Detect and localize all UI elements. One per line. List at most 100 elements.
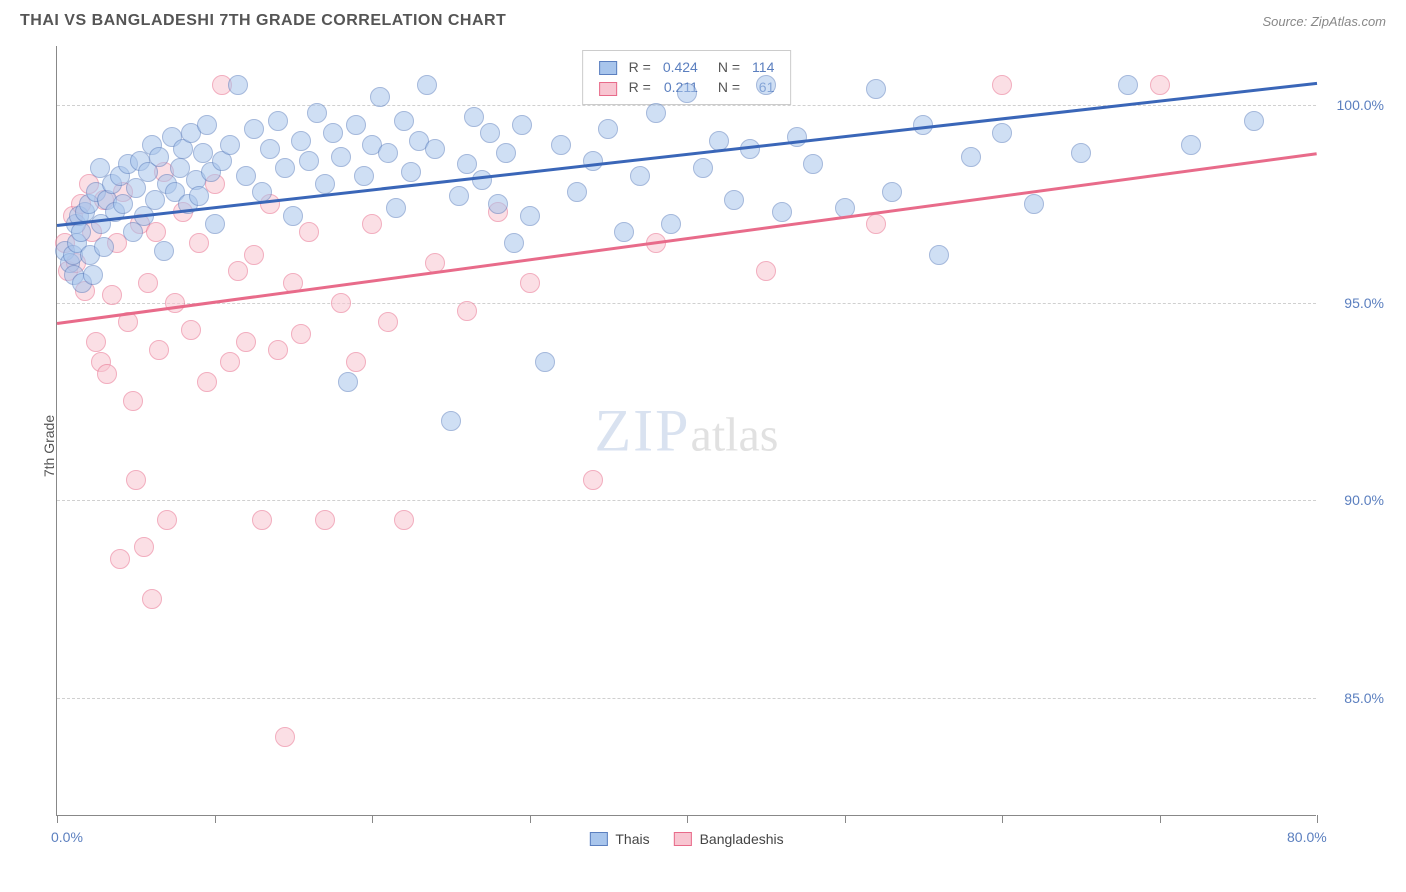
scatter-point [772,202,792,222]
scatter-point [441,411,461,431]
scatter-point [134,537,154,557]
scatter-point [236,166,256,186]
scatter-point [992,75,1012,95]
scatter-point [504,233,524,253]
legend-item-bangladeshis: Bangladeshis [674,831,784,847]
scatter-point [323,123,343,143]
scatter-point [803,154,823,174]
y-tick-label: 85.0% [1344,690,1384,706]
source-label: Source: ZipAtlas.com [1262,14,1386,29]
scatter-point [149,147,169,167]
plot-area: ZIPatlas R = 0.424 N = 114 R = 0.211 N =… [56,46,1316,816]
scatter-point [693,158,713,178]
scatter-point [291,131,311,151]
scatter-point [260,139,280,159]
watermark-atlas: atlas [691,408,779,461]
scatter-point [331,147,351,167]
swatch-bangladeshis-bottom [674,832,692,846]
scatter-point [142,589,162,609]
scatter-point [197,372,217,392]
x-tick-label: 80.0% [1287,829,1327,845]
scatter-point [244,245,264,265]
scatter-point [661,214,681,234]
scatter-point [394,510,414,530]
scatter-point [331,293,351,313]
scatter-point [275,727,295,747]
scatter-point [866,214,886,234]
y-tick-label: 100.0% [1337,97,1384,113]
scatter-point [401,162,421,182]
scatter-point [110,549,130,569]
scatter-point [220,135,240,155]
scatter-point [929,245,949,265]
scatter-point [315,174,335,194]
scatter-point [268,111,288,131]
scatter-point [512,115,532,135]
header: THAI VS BANGLADESHI 7TH GRADE CORRELATIO… [20,12,1386,30]
gridline [57,500,1316,501]
scatter-point [138,273,158,293]
scatter-point [1118,75,1138,95]
scatter-point [882,182,902,202]
y-tick-label: 90.0% [1344,492,1384,508]
scatter-point [425,139,445,159]
scatter-point [228,261,248,281]
n-prefix: N = [704,77,746,97]
scatter-point [535,352,555,372]
watermark: ZIPatlas [595,396,779,465]
scatter-point [228,75,248,95]
scatter-point [123,391,143,411]
chart-title: THAI VS BANGLADESHI 7TH GRADE CORRELATIO… [20,12,506,30]
scatter-point [346,115,366,135]
x-tick [1002,815,1003,823]
scatter-point [992,123,1012,143]
scatter-point [370,87,390,107]
scatter-point [189,186,209,206]
scatter-point [756,261,776,281]
scatter-point [283,206,303,226]
scatter-point [362,214,382,234]
scatter-point [724,190,744,210]
scatter-point [268,340,288,360]
scatter-point [165,293,185,313]
scatter-point [866,79,886,99]
scatter-point [189,233,209,253]
scatter-point [346,352,366,372]
scatter-point [677,83,697,103]
scatter-point [236,332,256,352]
scatter-point [1181,135,1201,155]
scatter-point [394,111,414,131]
n-prefix: N = [704,57,746,77]
scatter-point [1244,111,1264,131]
scatter-point [583,470,603,490]
watermark-zip: ZIP [595,397,691,463]
scatter-point [1150,75,1170,95]
scatter-point [961,147,981,167]
scatter-point [307,103,327,123]
x-tick [530,815,531,823]
scatter-point [488,194,508,214]
scatter-point [97,364,117,384]
scatter-point [275,158,295,178]
x-tick [1317,815,1318,823]
x-tick [1160,815,1161,823]
scatter-point [472,170,492,190]
scatter-point [386,198,406,218]
scatter-point [338,372,358,392]
scatter-point [244,119,264,139]
scatter-point [449,186,469,206]
scatter-point [94,237,114,257]
bottom-legend: Thais Bangladeshis [589,831,783,847]
scatter-point [496,143,516,163]
scatter-point [181,320,201,340]
scatter-point [457,301,477,321]
legend-row-thais: R = 0.424 N = 114 [593,57,781,77]
scatter-point [567,182,587,202]
swatch-thais [599,61,617,75]
scatter-point [315,510,335,530]
y-tick-label: 95.0% [1344,295,1384,311]
scatter-point [299,222,319,242]
scatter-point [520,206,540,226]
gridline [57,698,1316,699]
legend-item-thais: Thais [589,831,649,847]
